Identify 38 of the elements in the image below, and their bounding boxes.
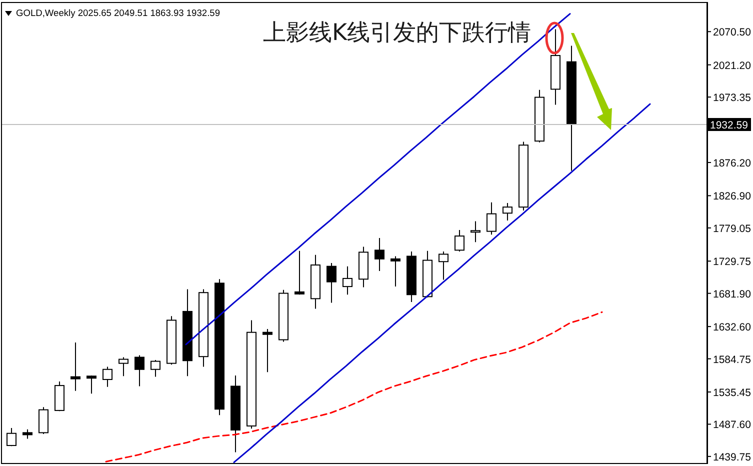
y-tick-label: 1535.45 (713, 386, 752, 399)
candlestick (454, 229, 464, 252)
y-tick-label: 2021.20 (713, 60, 752, 72)
y-tick-label: 1779.05 (713, 222, 752, 235)
candlestick (102, 366, 112, 388)
candlestick (326, 262, 336, 304)
line-series (233, 103, 651, 463)
candlestick (86, 374, 96, 394)
y-tick-label: 1826.90 (713, 190, 752, 203)
candlestick (374, 238, 384, 272)
candlestick (38, 406, 48, 435)
candlestick (390, 256, 400, 288)
candlestick (6, 427, 16, 447)
y-tick-label: 2070.50 (713, 26, 752, 39)
text: GOLD,Weekly 2025.65 2049.51 1863.93 1932.59 (16, 7, 220, 19)
y-tick-label: 1487.60 (713, 419, 752, 432)
candlestick (118, 356, 128, 377)
y-tick-label: 1439.75 (713, 451, 752, 464)
candlestick (150, 359, 160, 378)
candlestick (262, 328, 272, 373)
candlestick (470, 220, 480, 243)
candlestick (486, 202, 496, 236)
y-tick-label: 1681.90 (713, 288, 752, 300)
candlestick (134, 354, 144, 387)
candlestick (342, 266, 352, 296)
y-tick-label: 1973.35 (713, 92, 752, 104)
candlestick (502, 202, 512, 222)
y-tick-label: 1876.20 (713, 157, 752, 170)
y-tick-label: 1729.75 (713, 256, 752, 268)
line-series (105, 311, 603, 462)
ref-line-label: 1932.59 (710, 120, 748, 132)
candlestick (294, 250, 304, 296)
annotation: 上影线K线引发的下跌行情 (263, 20, 532, 46)
y-tick-label: 1632.60 (713, 322, 752, 334)
candlestick (22, 428, 32, 440)
y-tick-label: 1584.75 (713, 354, 752, 366)
candlestick (438, 251, 448, 280)
candlestick (70, 342, 80, 392)
